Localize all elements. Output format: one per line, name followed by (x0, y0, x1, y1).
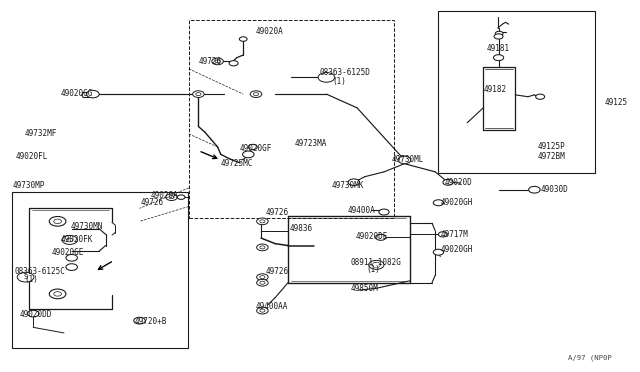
Text: 49717M: 49717M (440, 230, 468, 239)
Circle shape (54, 219, 61, 224)
Circle shape (134, 317, 145, 324)
Text: 08363-6125C: 08363-6125C (14, 267, 65, 276)
Text: 49836: 49836 (290, 224, 313, 233)
Text: (1): (1) (24, 275, 38, 284)
Circle shape (369, 260, 384, 269)
Circle shape (196, 93, 201, 96)
Circle shape (66, 254, 77, 261)
Text: 49125: 49125 (605, 98, 628, 107)
Text: A/97 (NP0P: A/97 (NP0P (568, 355, 612, 361)
Text: 49730MP: 49730MP (13, 182, 45, 190)
Circle shape (536, 94, 545, 99)
Circle shape (376, 234, 386, 240)
Text: 49730ML: 49730ML (392, 155, 424, 164)
Circle shape (257, 279, 268, 286)
Text: 49020D: 49020D (445, 178, 472, 187)
Text: 49020GG: 49020GG (61, 89, 93, 97)
Text: 49850M: 49850M (351, 284, 378, 293)
Text: 49400AA: 49400AA (256, 302, 289, 311)
Text: 49020DE: 49020DE (355, 232, 388, 241)
Text: 49020A: 49020A (256, 27, 284, 36)
Circle shape (260, 309, 265, 312)
Text: 49720+B: 49720+B (134, 317, 167, 326)
Circle shape (49, 217, 66, 226)
Text: 49125P: 49125P (538, 142, 565, 151)
Circle shape (529, 186, 540, 193)
Text: 49730MK: 49730MK (332, 181, 364, 190)
Text: (1): (1) (333, 77, 347, 86)
Circle shape (398, 156, 411, 164)
Circle shape (260, 246, 265, 249)
Circle shape (257, 307, 268, 314)
Circle shape (257, 244, 268, 251)
Text: 49726: 49726 (198, 57, 221, 66)
Bar (189, 20, 394, 218)
Text: 49020FK: 49020FK (61, 235, 93, 244)
Text: 49181: 49181 (486, 44, 509, 53)
Text: (1): (1) (366, 265, 380, 274)
Text: 49723MA: 49723MA (294, 139, 327, 148)
Circle shape (260, 276, 265, 279)
Text: 49020GH: 49020GH (440, 198, 473, 207)
Text: 49030D: 49030D (541, 185, 568, 194)
Circle shape (443, 179, 453, 185)
Text: 49725MC: 49725MC (221, 159, 253, 168)
Text: 49020A: 49020A (150, 191, 178, 200)
Circle shape (212, 58, 223, 65)
Circle shape (318, 73, 335, 82)
Bar (438, 11, 595, 173)
Text: 4972BM: 4972BM (538, 152, 565, 161)
Text: 08911-1082G: 08911-1082G (351, 258, 401, 267)
Text: 49726: 49726 (141, 198, 164, 207)
Circle shape (250, 91, 262, 97)
Circle shape (28, 310, 39, 317)
Circle shape (62, 235, 77, 244)
Circle shape (494, 34, 503, 39)
Text: 49182: 49182 (483, 85, 506, 94)
Circle shape (257, 218, 268, 225)
Circle shape (169, 196, 174, 199)
Text: 49400A: 49400A (348, 206, 375, 215)
Circle shape (495, 31, 503, 36)
Circle shape (253, 93, 259, 96)
Circle shape (243, 151, 254, 158)
Circle shape (379, 209, 389, 215)
Circle shape (17, 272, 34, 282)
Circle shape (433, 200, 444, 206)
Circle shape (348, 179, 360, 186)
Circle shape (193, 91, 204, 97)
Text: 49020GH: 49020GH (440, 246, 473, 254)
Circle shape (229, 61, 238, 66)
Circle shape (257, 274, 268, 280)
Circle shape (67, 238, 73, 242)
Text: 49020GE: 49020GE (51, 248, 84, 257)
Circle shape (86, 90, 99, 98)
Circle shape (177, 195, 185, 199)
Text: 49020DD: 49020DD (19, 310, 52, 319)
Circle shape (260, 220, 265, 223)
Bar (12, 192, 188, 348)
Circle shape (66, 264, 77, 270)
Circle shape (215, 60, 220, 63)
Text: 49726: 49726 (266, 267, 289, 276)
Circle shape (438, 232, 447, 237)
Text: 49726: 49726 (266, 208, 289, 217)
Text: 49732MF: 49732MF (24, 129, 57, 138)
Text: S: S (24, 274, 28, 280)
Text: 49020FL: 49020FL (16, 152, 49, 161)
Text: 49730MN: 49730MN (70, 222, 103, 231)
Circle shape (433, 249, 444, 255)
Circle shape (239, 37, 247, 41)
Circle shape (49, 289, 66, 299)
Circle shape (248, 144, 257, 150)
Circle shape (166, 194, 177, 201)
Text: 49020GF: 49020GF (240, 144, 273, 153)
Text: 08363-6125D: 08363-6125D (320, 68, 371, 77)
Circle shape (260, 281, 265, 284)
Circle shape (493, 55, 504, 61)
Circle shape (54, 292, 61, 296)
